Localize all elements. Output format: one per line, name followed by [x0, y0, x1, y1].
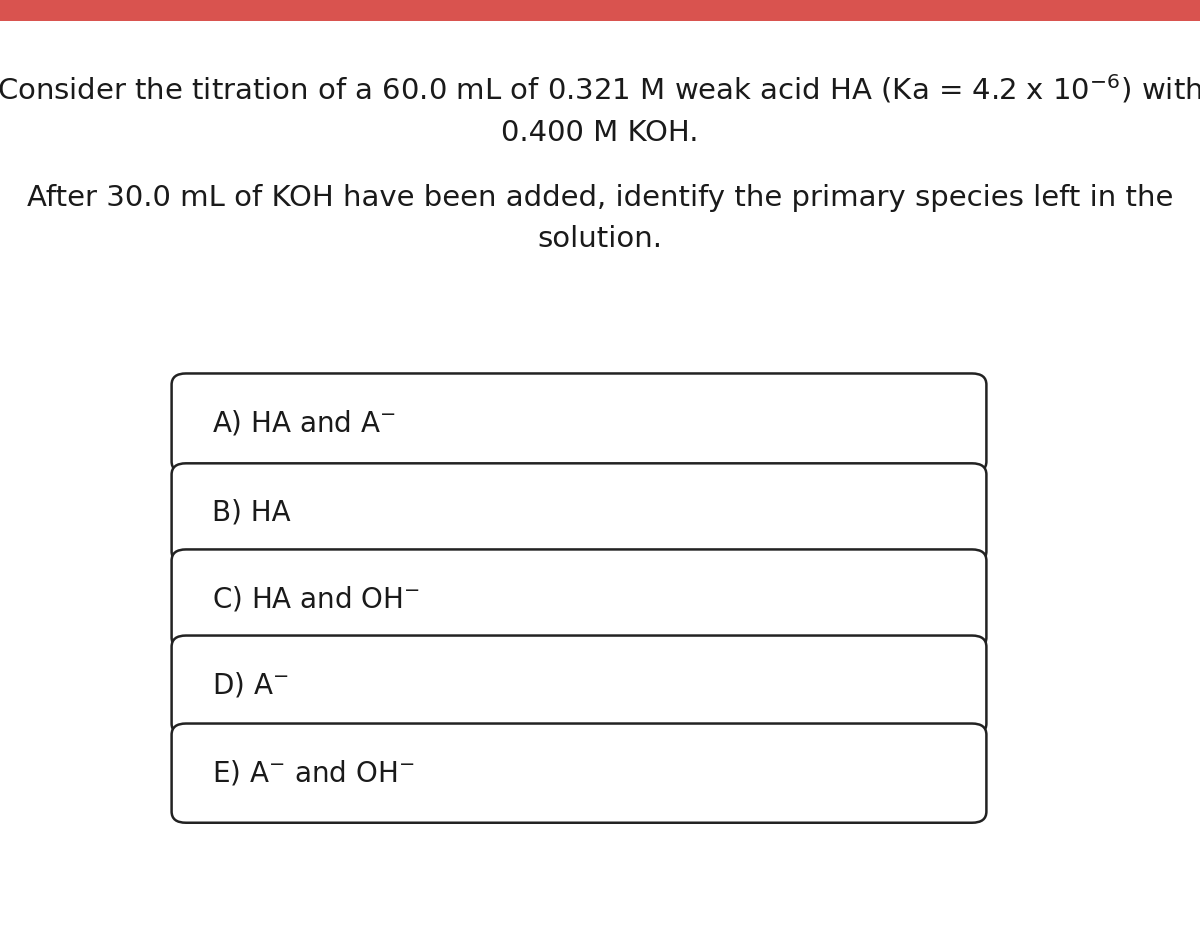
FancyBboxPatch shape: [0, 0, 1200, 21]
Text: 0.400 M KOH.: 0.400 M KOH.: [502, 119, 698, 147]
FancyBboxPatch shape: [172, 549, 986, 649]
Text: C) HA and OH$^{-}$: C) HA and OH$^{-}$: [212, 585, 420, 613]
FancyBboxPatch shape: [172, 373, 986, 473]
FancyBboxPatch shape: [172, 724, 986, 823]
Text: A) HA and A$^{-}$: A) HA and A$^{-}$: [212, 409, 396, 437]
FancyBboxPatch shape: [172, 463, 986, 563]
Text: solution.: solution.: [538, 225, 662, 253]
FancyBboxPatch shape: [172, 636, 986, 735]
Text: Consider the titration of a 60.0 mL of 0.321 M weak acid HA (Ka = 4.2 x 10$^{-6}: Consider the titration of a 60.0 mL of 0…: [0, 72, 1200, 106]
Text: After 30.0 mL of KOH have been added, identify the primary species left in the: After 30.0 mL of KOH have been added, id…: [26, 184, 1174, 212]
Text: B) HA: B) HA: [212, 499, 292, 527]
Text: D) A$^{-}$: D) A$^{-}$: [212, 671, 289, 699]
Text: E) A$^{-}$ and OH$^{-}$: E) A$^{-}$ and OH$^{-}$: [212, 759, 415, 787]
